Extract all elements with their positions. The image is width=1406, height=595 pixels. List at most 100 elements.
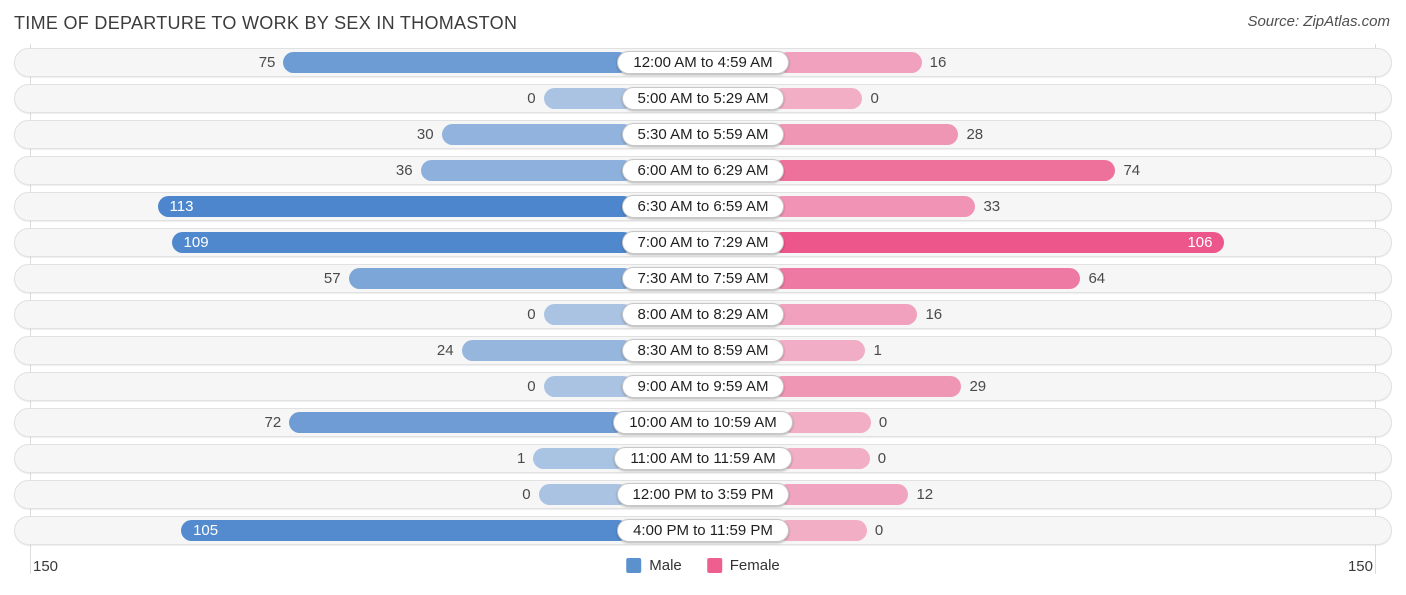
time-range-label: 5:30 AM to 5:59 AM [621, 123, 785, 146]
bar-rows-container: 75 12:00 AM to 4:59 AM 16 0 5:00 AM to 5:29 … [14, 48, 1392, 545]
chart-row: 24 8:30 AM to 8:59 AM 1 [14, 336, 1392, 365]
chart-row: 0 8:00 AM to 8:29 AM 16 [14, 300, 1392, 329]
time-range-label: 9:00 AM to 9:59 AM [621, 375, 785, 398]
female-value-label: 106 [1187, 234, 1213, 251]
time-range-label: 12:00 PM to 3:59 PM [616, 483, 790, 506]
male-value-label: 72 [264, 414, 282, 431]
female-legend-swatch [706, 558, 722, 573]
female-zone: 16 [776, 52, 1387, 73]
chart-row: 0 9:00 AM to 9:59 AM 29 [14, 372, 1392, 401]
male-bar: 113 [157, 196, 634, 217]
male-zone: 30 [19, 124, 634, 145]
left-axis-max-label: 150 [33, 558, 59, 575]
female-zone: 64 [772, 268, 1387, 289]
female-bar [779, 448, 870, 469]
male-value-label: 105 [193, 522, 219, 539]
male-value-label: 30 [416, 126, 434, 143]
female-bar [776, 52, 922, 73]
chart-row: 75 12:00 AM to 4:59 AM 16 [14, 48, 1392, 77]
male-zone: 0 [19, 88, 634, 109]
male-bar [461, 340, 634, 361]
male-value-label: 0 [527, 90, 536, 107]
chart-row: 113 6:30 AM to 6:59 AM 33 [14, 192, 1392, 221]
chart-row: 36 6:00 AM to 6:29 AM 74 [14, 156, 1392, 185]
male-zone: 24 [19, 340, 634, 361]
female-value-label: 1 [873, 342, 882, 359]
chart-row: 57 7:30 AM to 7:59 AM 64 [14, 264, 1392, 293]
legend-item-female: Female [706, 557, 780, 574]
female-zone: 28 [772, 124, 1387, 145]
male-zone: 57 [19, 268, 634, 289]
male-bar [543, 376, 634, 397]
male-bar: 105 [181, 520, 630, 541]
female-bar [772, 160, 1116, 181]
female-zone: 16 [772, 304, 1387, 325]
female-bar [772, 376, 962, 397]
female-value-label: 0 [878, 414, 888, 431]
time-range-label: 11:00 AM to 11:59 AM [614, 447, 792, 470]
male-bar [538, 484, 629, 505]
right-axis-max-label: 150 [1347, 558, 1373, 575]
female-bar [772, 340, 866, 361]
male-zone: 1 [19, 448, 627, 469]
male-value-label: 75 [258, 54, 276, 71]
time-range-label: 5:00 AM to 5:29 AM [621, 87, 785, 110]
female-value-label: 12 [916, 486, 934, 503]
time-range-label: 6:30 AM to 6:59 AM [621, 195, 785, 218]
female-value-label: 0 [870, 90, 879, 107]
male-bar [283, 52, 630, 73]
male-legend-label: Male [649, 557, 682, 574]
female-zone: 106 [772, 232, 1387, 253]
female-zone: 12 [777, 484, 1387, 505]
female-value-label: 33 [983, 198, 1001, 215]
female-value-label: 29 [969, 378, 987, 395]
female-zone: 29 [772, 376, 1387, 397]
female-bar: 106 [772, 232, 1225, 253]
female-bar [772, 196, 976, 217]
male-zone: 109 [19, 232, 634, 253]
female-bar [776, 520, 867, 541]
time-range-label: 6:00 AM to 6:29 AM [621, 159, 785, 182]
male-value-label: 57 [323, 270, 341, 287]
female-legend-label: Female [729, 557, 780, 574]
female-value-label: 0 [874, 522, 884, 539]
male-value-label: 0 [527, 306, 536, 323]
male-legend-swatch [626, 558, 642, 573]
female-value-label: 28 [966, 126, 984, 143]
male-bar [289, 412, 626, 433]
female-zone: 0 [776, 520, 1387, 541]
male-value-label: 24 [436, 342, 454, 359]
female-bar [772, 304, 918, 325]
time-range-label: 7:00 AM to 7:29 AM [621, 231, 785, 254]
male-zone: 75 [19, 52, 630, 73]
female-bar [772, 268, 1081, 289]
chart-footer: 150 Male Female 150 [14, 552, 1392, 584]
female-value-label: 16 [925, 306, 943, 323]
chart-header: TIME OF DEPARTURE TO WORK BY SEX IN THOM… [0, 0, 1406, 34]
female-value-label: 74 [1123, 162, 1141, 179]
male-value-label: 0 [527, 378, 536, 395]
female-zone: 0 [779, 448, 1387, 469]
male-bar [533, 448, 627, 469]
male-zone: 36 [19, 160, 634, 181]
chart-row: 1 11:00 AM to 11:59 AM 0 [14, 444, 1392, 473]
female-zone: 0 [772, 88, 1387, 109]
female-value-label: 64 [1088, 270, 1106, 287]
chart-row: 105 4:00 PM to 11:59 PM 0 [14, 516, 1392, 545]
female-bar [772, 88, 863, 109]
male-bar [543, 88, 634, 109]
male-value-label: 109 [183, 234, 209, 251]
male-zone: 113 [19, 196, 634, 217]
page-title: TIME OF DEPARTURE TO WORK BY SEX IN THOM… [14, 13, 518, 33]
source-attribution: Source: ZipAtlas.com [1247, 13, 1390, 30]
chart-row: 0 12:00 PM to 3:59 PM 12 [14, 480, 1392, 509]
female-value-label: 16 [929, 54, 947, 71]
female-value-label: 0 [877, 450, 887, 467]
legend: Male Female [626, 557, 780, 574]
male-bar [348, 268, 634, 289]
chart-row: 0 5:00 AM to 5:29 AM 0 [14, 84, 1392, 113]
male-value-label: 0 [522, 486, 531, 503]
female-zone: 0 [780, 412, 1387, 433]
male-value-label: 1 [516, 450, 526, 467]
male-value-label: 36 [395, 162, 413, 179]
